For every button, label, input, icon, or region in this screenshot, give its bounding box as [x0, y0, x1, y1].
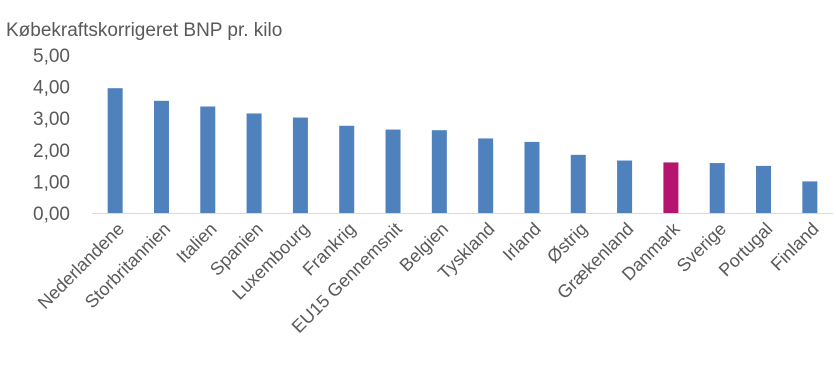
y-tick-label: 5,00 — [33, 46, 70, 67]
bar — [570, 154, 586, 213]
bar — [246, 113, 262, 213]
bar — [385, 129, 401, 213]
bar — [200, 106, 216, 213]
bar — [107, 88, 123, 213]
y-tick-label: 3,00 — [33, 109, 70, 130]
category-labels: NederlandeneStorbritannienItalienSpanien… — [34, 218, 823, 337]
bar — [292, 117, 308, 213]
bar — [756, 165, 772, 213]
bar — [524, 141, 540, 213]
bar — [339, 125, 355, 213]
y-tick-label: 0,00 — [33, 204, 70, 225]
y-axis-ticks: 0,00 1,00 2,00 3,00 4,00 5,00 — [33, 46, 70, 225]
y-axis-label: Købekraftskorrigeret BNP pr. kilo — [6, 20, 282, 41]
bar — [617, 160, 633, 213]
bar — [478, 138, 494, 213]
category-label: Irland — [499, 219, 545, 265]
y-tick-label: 4,00 — [33, 78, 70, 99]
bar — [709, 163, 725, 213]
bar — [153, 100, 169, 213]
bar — [802, 181, 818, 213]
category-label: Finland — [767, 219, 823, 275]
bar — [663, 162, 679, 213]
y-tick-label: 2,00 — [33, 141, 70, 162]
bars — [107, 88, 818, 213]
bar — [431, 130, 447, 213]
y-tick-label: 1,00 — [33, 172, 70, 193]
